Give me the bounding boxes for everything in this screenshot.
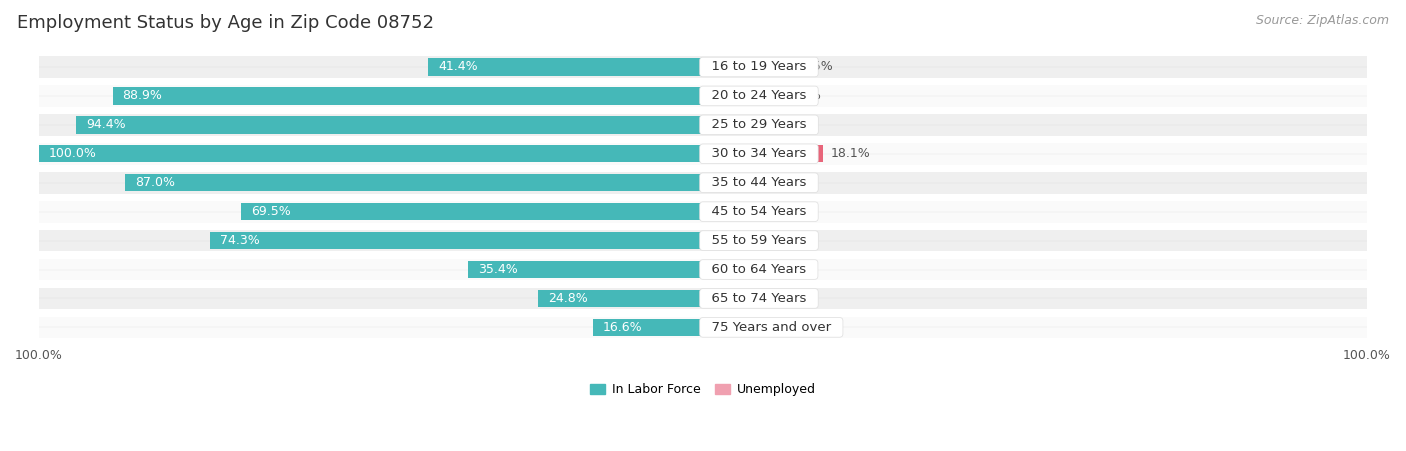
Text: 25 to 29 Years: 25 to 29 Years [703,118,815,131]
Text: 55 to 59 Years: 55 to 59 Years [703,234,815,247]
Text: 4.6%: 4.6% [741,234,773,247]
Text: 75 Years and over: 75 Years and over [703,321,839,334]
Bar [39,230,1367,252]
Text: 5.2%: 5.2% [745,205,778,218]
Bar [703,203,738,221]
Bar [39,317,1367,338]
Bar [703,58,786,76]
Bar [468,261,703,278]
Bar [39,201,1367,222]
Text: 100.0%: 100.0% [49,147,97,160]
Bar [703,145,823,162]
Text: Employment Status by Age in Zip Code 08752: Employment Status by Age in Zip Code 087… [17,14,434,32]
Bar [112,87,703,105]
Bar [39,288,1367,309]
Text: 0.0%: 0.0% [711,321,742,334]
Text: 3.4%: 3.4% [734,118,765,131]
Bar [39,145,703,162]
Text: 74.3%: 74.3% [219,234,259,247]
Text: 3.2%: 3.2% [733,292,763,305]
Text: 24.8%: 24.8% [548,292,588,305]
Text: 12.5%: 12.5% [794,60,834,74]
Text: 69.5%: 69.5% [252,205,291,218]
Bar [703,116,725,133]
Bar [39,85,1367,107]
Text: 88.9%: 88.9% [122,89,163,102]
Bar [125,174,703,191]
Text: 16.6%: 16.6% [603,321,643,334]
Text: Source: ZipAtlas.com: Source: ZipAtlas.com [1256,14,1389,27]
Bar [209,232,703,249]
Text: 16 to 19 Years: 16 to 19 Years [703,60,815,74]
Text: 35 to 44 Years: 35 to 44 Years [703,176,815,189]
Text: 30 to 34 Years: 30 to 34 Years [703,147,815,160]
Text: 10.7%: 10.7% [782,89,823,102]
Text: 65 to 74 Years: 65 to 74 Years [703,292,815,305]
Text: 41.4%: 41.4% [439,60,478,74]
Bar [538,290,703,307]
Bar [703,290,724,307]
Bar [427,58,703,76]
Text: 0.0%: 0.0% [711,263,742,276]
Bar [703,87,775,105]
Text: 87.0%: 87.0% [135,176,176,189]
Bar [39,143,1367,165]
Bar [39,172,1367,193]
Text: 18.1%: 18.1% [831,147,870,160]
Legend: In Labor Force, Unemployed: In Labor Force, Unemployed [585,378,821,401]
Bar [703,232,734,249]
Bar [39,259,1367,281]
Text: 45 to 54 Years: 45 to 54 Years [703,205,815,218]
Text: 35.4%: 35.4% [478,263,517,276]
Bar [39,114,1367,136]
Bar [242,203,703,221]
Bar [593,319,703,336]
Bar [76,116,703,133]
Text: 94.4%: 94.4% [86,118,125,131]
Text: 20 to 24 Years: 20 to 24 Years [703,89,815,102]
Text: 60 to 64 Years: 60 to 64 Years [703,263,814,276]
Text: 0.0%: 0.0% [711,176,742,189]
Bar [39,56,1367,78]
